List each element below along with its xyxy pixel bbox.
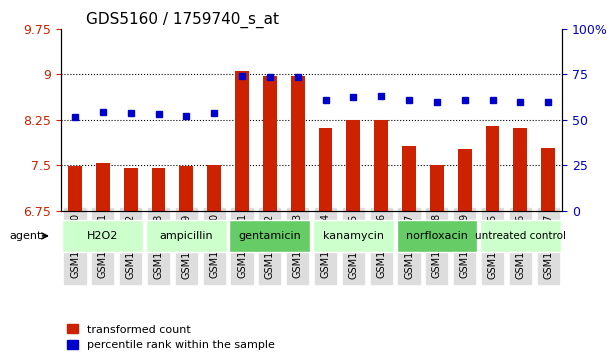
Text: kanamycin: kanamycin — [323, 231, 384, 241]
FancyBboxPatch shape — [397, 220, 477, 252]
Bar — [402, 146, 416, 211]
Bar — [123, 168, 137, 211]
Bar — [458, 150, 472, 211]
Text: gentamicin: gentamicin — [238, 231, 301, 241]
Bar — [374, 120, 388, 211]
Legend: transformed count, percentile rank within the sample: transformed count, percentile rank withi… — [67, 325, 274, 350]
FancyBboxPatch shape — [230, 220, 310, 252]
Bar — [318, 128, 332, 211]
FancyBboxPatch shape — [146, 220, 227, 252]
Bar — [291, 76, 305, 211]
Bar — [541, 148, 555, 211]
Bar — [96, 163, 110, 211]
Text: ampicillin: ampicillin — [159, 231, 213, 241]
Bar — [207, 165, 221, 211]
Bar — [513, 128, 527, 211]
FancyBboxPatch shape — [480, 220, 561, 252]
FancyBboxPatch shape — [313, 220, 393, 252]
Bar — [235, 71, 249, 211]
Text: untreated control: untreated control — [475, 231, 566, 241]
Text: agent: agent — [9, 231, 42, 241]
Bar — [152, 168, 166, 211]
Text: norfloxacin: norfloxacin — [406, 231, 468, 241]
FancyBboxPatch shape — [62, 220, 143, 252]
Text: H2O2: H2O2 — [87, 231, 119, 241]
Bar — [486, 126, 500, 211]
Bar — [180, 166, 193, 211]
Bar — [263, 76, 277, 211]
Bar — [430, 165, 444, 211]
Bar — [68, 166, 82, 211]
Text: GDS5160 / 1759740_s_at: GDS5160 / 1759740_s_at — [86, 12, 279, 28]
Bar — [346, 121, 360, 211]
